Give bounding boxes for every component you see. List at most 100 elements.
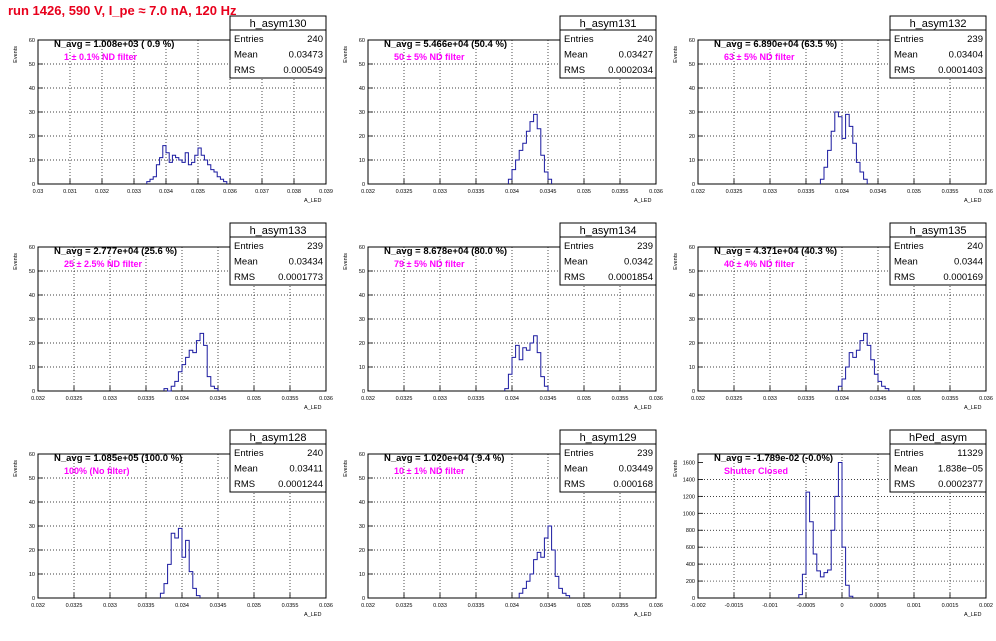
- stats-label-rms: RMS: [564, 479, 585, 490]
- y-axis-label: Events: [673, 460, 679, 477]
- y-tick-label: 0: [692, 182, 695, 188]
- x-tick-label: 0.031: [63, 189, 77, 195]
- y-tick-label: 20: [689, 134, 695, 140]
- x-tick-label: 0.0355: [942, 189, 959, 195]
- x-tick-label: 0.0345: [870, 189, 887, 195]
- x-axis-label: A_LED: [964, 198, 981, 204]
- stats-label-rms: RMS: [234, 65, 255, 76]
- histogram-svg: -0.002 -0.0015 -0.001 -0.0005 0 0.0005 0.001 0.…: [673, 429, 993, 618]
- navg-label: N_avg = 1.008e+03 ( 0.9 %): [54, 39, 174, 50]
- stats-box: [229, 15, 327, 79]
- x-tick-label: -0.0015: [725, 603, 744, 609]
- x-tick-label: 0.0005: [870, 603, 887, 609]
- x-tick-label: 0.036: [319, 396, 333, 402]
- y-tick-label: 30: [29, 110, 35, 116]
- plot-frame: [367, 246, 657, 392]
- stats-box: [559, 429, 657, 493]
- histogram-panel: -0.002 -0.0015 -0.001 -0.0005 0 0.0005 0.001 0.…: [668, 429, 996, 641]
- histogram-svg: 0.032 0.0325 0.033 0.0335 0.034 0.0345 0.035 0.…: [673, 222, 993, 411]
- x-tick-label: 0.0335: [468, 396, 485, 402]
- x-tick-label: 0.034: [159, 189, 173, 195]
- histogram-series: [798, 461, 854, 598]
- x-tick-label: 0.032: [31, 603, 45, 609]
- y-tick-label: 50: [359, 476, 365, 482]
- y-tick-label: 50: [359, 62, 365, 68]
- y-tick-label: 50: [689, 62, 695, 68]
- histogram-series: [504, 335, 549, 391]
- navg-label: N_avg = 2.777e+04 (25.6 %): [54, 246, 177, 257]
- x-axis-label: A_LED: [634, 612, 651, 618]
- x-tick-label: 0.0355: [612, 603, 629, 609]
- x-tick-label: 0.0345: [540, 603, 557, 609]
- x-tick-label: 0.036: [223, 189, 237, 195]
- y-tick-label: 60: [359, 245, 365, 251]
- stats-value-mean: 0.03449: [619, 464, 653, 475]
- plot-frame: [697, 246, 987, 392]
- histogram-name: h_asym131: [580, 18, 637, 30]
- navg-label: N_avg = 4.371e+04 (40.3 %): [714, 246, 837, 257]
- x-tick-label: 0.034: [835, 189, 849, 195]
- histogram-series: [837, 332, 890, 391]
- x-tick-label: 0.0345: [210, 603, 227, 609]
- y-tick-label: 40: [689, 86, 695, 92]
- x-tick-label: 0.0345: [540, 189, 557, 195]
- plot-frame: [37, 39, 327, 185]
- stats-label-mean: Mean: [234, 50, 258, 61]
- stats-label-rms: RMS: [234, 479, 255, 490]
- x-axis-label: A_LED: [304, 198, 321, 204]
- stats-value-rms: 0.0001403: [938, 65, 983, 76]
- y-tick-label: 50: [689, 269, 695, 275]
- histogram-name: h_asym135: [910, 225, 967, 237]
- y-tick-label: 40: [29, 86, 35, 92]
- stats-box: [229, 429, 327, 493]
- x-tick-label: 0.035: [191, 189, 205, 195]
- filter-annotation: 40 ± 4% ND filter: [724, 259, 795, 269]
- y-tick-label: 40: [689, 293, 695, 299]
- x-tick-label: 0.034: [505, 189, 519, 195]
- filter-annotation: 25 ± 2.5% ND filter: [64, 259, 142, 269]
- y-tick-label: 20: [689, 341, 695, 347]
- y-tick-label: 10: [29, 572, 35, 578]
- y-tick-label: 60: [29, 452, 35, 458]
- y-tick-label: 10: [689, 365, 695, 371]
- plot-frame: [37, 453, 327, 599]
- stats-label-entries: Entries: [234, 448, 264, 459]
- y-tick-label: 0: [692, 389, 695, 395]
- stats-value-rms: 0.000168: [613, 479, 653, 490]
- x-tick-label: 0.034: [835, 396, 849, 402]
- y-tick-label: 50: [29, 269, 35, 275]
- y-tick-label: 30: [29, 317, 35, 323]
- filter-annotation: 1 ± 0.1% ND filter: [64, 52, 137, 62]
- y-tick-label: 0: [32, 596, 35, 602]
- y-tick-label: 30: [29, 524, 35, 530]
- y-tick-label: 20: [359, 548, 365, 554]
- y-axis-label: Events: [13, 46, 19, 63]
- x-tick-label: 0.0325: [66, 396, 83, 402]
- stats-label-entries: Entries: [564, 34, 594, 45]
- stats-label-rms: RMS: [234, 272, 255, 283]
- stats-value-entries: 239: [637, 241, 653, 252]
- y-tick-label: 0: [32, 389, 35, 395]
- x-tick-label: 0: [840, 603, 843, 609]
- x-tick-label: 0.0335: [468, 189, 485, 195]
- x-tick-label: 0.0355: [612, 396, 629, 402]
- x-tick-label: 0.033: [433, 396, 447, 402]
- stats-value-mean: 0.0342: [624, 257, 653, 268]
- y-tick-label: 0: [362, 182, 365, 188]
- x-tick-label: -0.0005: [797, 603, 816, 609]
- filter-annotation: 63 ± 5% ND filter: [724, 52, 795, 62]
- stats-label-rms: RMS: [894, 272, 915, 283]
- x-axis-label: A_LED: [304, 612, 321, 618]
- histogram-panel: 0.032 0.0325 0.033 0.0335 0.034 0.0345 0.035 0.…: [338, 222, 668, 434]
- y-tick-label: 10: [29, 158, 35, 164]
- x-tick-label: 0.035: [907, 189, 921, 195]
- y-tick-label: 0: [692, 596, 695, 602]
- stats-label-mean: Mean: [894, 464, 918, 475]
- stats-value-mean: 0.03434: [289, 257, 323, 268]
- y-tick-label: 60: [29, 38, 35, 44]
- x-tick-label: 0.0325: [396, 396, 413, 402]
- y-tick-label: 10: [359, 158, 365, 164]
- x-tick-label: 0.034: [175, 396, 189, 402]
- y-axis-label: Events: [673, 46, 679, 63]
- histogram-name: hPed_asym: [909, 432, 967, 444]
